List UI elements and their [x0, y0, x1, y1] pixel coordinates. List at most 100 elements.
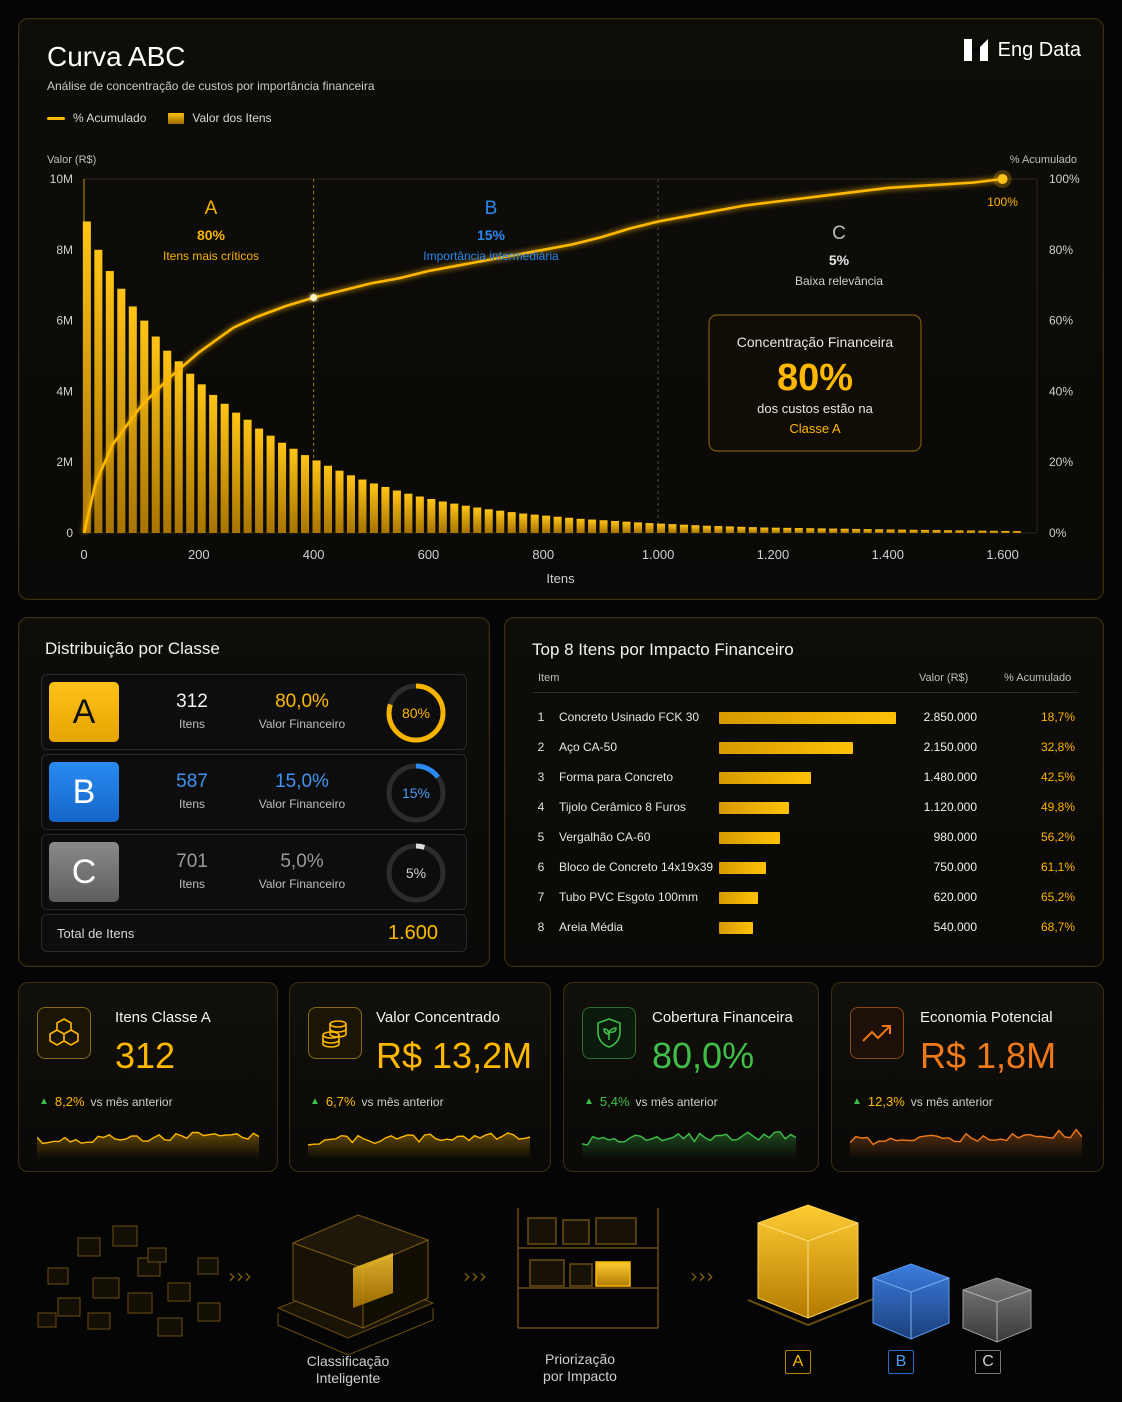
sparkline-line — [37, 1131, 259, 1145]
table-row[interactable]: 8 Areia Média 540.000 68,7% — [533, 916, 1079, 940]
value-bar — [117, 288, 126, 533]
page-title: Curva ABC — [47, 41, 186, 72]
kpi-label: Itens Classe A — [115, 1009, 211, 1026]
class-badge-b: B — [49, 762, 119, 822]
value-bar — [932, 530, 941, 533]
legend-item-accumulated[interactable]: % Acumulado — [47, 111, 146, 125]
row-rank: 7 — [537, 890, 545, 904]
sparkline — [582, 1131, 796, 1159]
class-pct-label: Valor Financeiro — [258, 877, 346, 891]
arrow-up-icon: ▲ — [39, 1096, 49, 1107]
value-bar — [588, 519, 597, 533]
class-a-boundary-marker — [310, 294, 318, 302]
y2-tick-label: 80% — [1049, 243, 1073, 257]
callout-line1: dos custos estão na — [757, 401, 873, 416]
ring-label: 15% — [401, 785, 431, 801]
sparkline — [850, 1128, 1082, 1159]
kpi-card-financial-coverage[interactable]: Cobertura Financeira 80,0% ▲ 5,4% vs mês… — [563, 982, 819, 1172]
ring-label: 5% — [405, 865, 427, 881]
kpi-value: 312 — [115, 1035, 176, 1076]
value-bar — [714, 526, 723, 533]
y2-tick-label: 0% — [1049, 526, 1067, 540]
value-bar — [209, 394, 218, 533]
value-bar — [94, 249, 103, 534]
kpi-card-potential-savings[interactable]: Economia Potencial R$ 1,8M ▲ 12,3% vs mê… — [831, 982, 1104, 1172]
row-value-bar — [719, 742, 853, 754]
value-bar — [255, 428, 264, 533]
ring-track — [386, 843, 446, 903]
row-item-name: Forma para Concreto — [559, 770, 674, 784]
value-bar — [966, 530, 975, 533]
coins-icon — [308, 1007, 362, 1059]
row-rank: 8 — [537, 920, 545, 934]
legend-item-values[interactable]: Valor dos Itens — [168, 111, 272, 125]
value-bar — [301, 455, 310, 533]
trend-caption: vs mês anterior — [635, 1094, 718, 1109]
value-bar — [82, 221, 91, 534]
kpi-trend: ▲ 5,4% vs mês anterior — [584, 1094, 718, 1109]
ring-chart-b — [386, 763, 446, 823]
kpi-label: Valor Concentrado — [376, 1009, 500, 1026]
value-bar — [943, 530, 953, 533]
sparkline-line — [582, 1131, 796, 1146]
shield-icon — [582, 1007, 636, 1059]
class-row-b[interactable]: B 587 Itens 15,0% Valor Financeiro 15% — [41, 754, 467, 830]
y-tick-label: 4M — [56, 384, 73, 398]
value-bar — [312, 460, 321, 533]
value-bar — [921, 529, 930, 533]
step-classification-label: Classificação Inteligente — [288, 1353, 408, 1387]
value-bar — [955, 530, 964, 533]
zone-pct-label: 80% — [197, 227, 226, 243]
value-bar — [771, 527, 780, 533]
zone-class-label: C — [832, 223, 846, 244]
brand-name: Eng Data — [997, 38, 1081, 61]
x-tick-label: 1.000 — [642, 547, 675, 562]
value-bar — [1001, 530, 1010, 533]
value-bar — [1012, 531, 1021, 533]
kpi-card-value-concentrated[interactable]: Valor Concentrado R$ 13,2M ▲ 6,7% vs mês… — [289, 982, 551, 1172]
value-bar — [140, 320, 149, 533]
table-row[interactable]: 1 Concreto Usinado FCK 30 2.850.000 18,7% — [533, 706, 1079, 730]
table-row[interactable]: 2 Aço CA-50 2.150.000 32,8% — [533, 736, 1079, 760]
value-bar — [289, 448, 298, 533]
zone-pct-label: 15% — [477, 227, 506, 243]
ring-chart-a — [386, 683, 446, 743]
table-row[interactable]: 5 Vergalhão CA-60 980.000 56,2% — [533, 826, 1079, 850]
row-rank: 1 — [537, 710, 545, 724]
value-bar — [507, 512, 516, 533]
class-count-label: Itens — [178, 717, 205, 731]
value-bar — [404, 493, 413, 533]
class-row-c[interactable]: C 701 Itens 5,0% Valor Financeiro 5% — [41, 834, 467, 910]
arrow-icon: ››› — [463, 1264, 487, 1288]
sparkline-area — [308, 1133, 530, 1159]
value-bar — [656, 523, 665, 533]
table-row[interactable]: 4 Tijolo Cerâmico 8 Furos 1.120.000 49,8% — [533, 796, 1079, 820]
value-bar — [576, 518, 585, 533]
class-row-a[interactable]: A 312 Itens 80,0% Valor Financeiro 80% — [41, 674, 467, 750]
value-bar — [553, 516, 562, 533]
value-bar — [519, 513, 528, 533]
boxes-icon — [37, 1007, 91, 1059]
table-row[interactable]: 6 Bloco de Concreto 14x19x39 750.000 61,1% — [533, 856, 1079, 880]
value-bar — [323, 465, 333, 533]
legend-label: % Acumulado — [73, 111, 147, 125]
class-badge-c: C — [49, 842, 119, 902]
process-illustration: ››› ››› ››› — [18, 1188, 1104, 1398]
table-row[interactable]: 3 Forma para Concreto 1.480.000 42,5% — [533, 766, 1079, 790]
kpi-card-class-a[interactable]: Itens Classe A 312 ▲ 8,2% vs mês anterio… — [18, 982, 278, 1172]
y2-tick-label: 20% — [1049, 455, 1073, 469]
kpi-label: Economia Potencial — [920, 1009, 1053, 1026]
sparkline — [308, 1132, 530, 1159]
zone-desc-label: Itens mais críticos — [163, 249, 259, 263]
eng-data-logo-icon — [963, 39, 988, 61]
row-value-bar — [719, 712, 896, 724]
row-item-name: Concreto Usinado FCK 30 — [559, 710, 700, 724]
row-value: 540.000 — [933, 920, 977, 934]
table-row[interactable]: 7 Tubo PVC Esgoto 100mm 620.000 65,2% — [533, 886, 1079, 910]
value-bar — [760, 527, 769, 533]
abc-chart: 100% 0 2M 4M 6M 8M 10M 0% 20% 40% 60% 80% 100% 0 200 40… — [50, 170, 1080, 586]
value-bar — [542, 515, 551, 533]
row-value: 1.120.000 — [923, 800, 977, 814]
x-tick-label: 1.600 — [986, 547, 1019, 562]
class-a-cube-icon — [747, 1204, 879, 1327]
